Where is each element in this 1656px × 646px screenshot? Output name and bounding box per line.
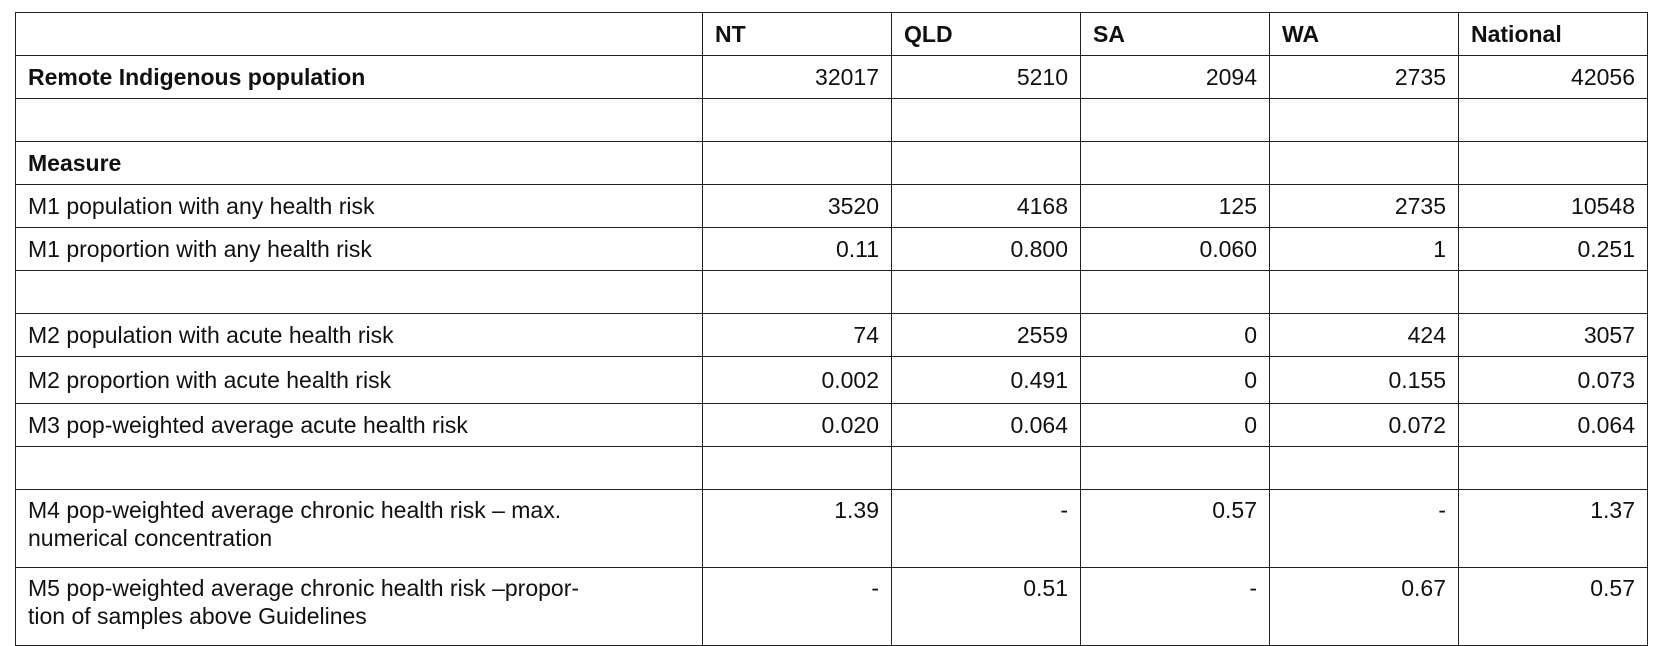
header-sa: SA <box>1080 12 1270 56</box>
table-row: Remote Indigenous population 32017 5210 … <box>15 55 1648 99</box>
cell-sa: 0 <box>1080 403 1270 447</box>
cell-wa: 2735 <box>1269 184 1459 228</box>
cell-sa: 2094 <box>1080 55 1270 99</box>
header-blank-cell <box>15 12 703 56</box>
cell-sa: 0.57 <box>1080 489 1270 568</box>
cell-nt: 3520 <box>702 184 892 228</box>
cell-wa <box>1269 446 1459 490</box>
cell-wa: 424 <box>1269 313 1459 357</box>
cell-national <box>1458 446 1648 490</box>
row-label-line: numerical concentration <box>28 525 273 551</box>
cell-sa: 125 <box>1080 184 1270 228</box>
cell-qld <box>891 270 1081 314</box>
header-wa: WA <box>1269 12 1459 56</box>
header-qld: QLD <box>891 12 1081 56</box>
table-row <box>15 270 1648 314</box>
table-row: M1 population with any health risk 3520 … <box>15 184 1648 228</box>
table-row: M1 proportion with any health risk 0.11 … <box>15 227 1648 271</box>
row-label: M3 pop-weighted average acute health ris… <box>15 403 703 447</box>
cell-sa: 0 <box>1080 313 1270 357</box>
cell-nt: 74 <box>702 313 892 357</box>
cell-wa: 1 <box>1269 227 1459 271</box>
cell-national: 3057 <box>1458 313 1648 357</box>
cell-national <box>1458 141 1648 185</box>
cell-nt <box>702 270 892 314</box>
cell-sa: 0.060 <box>1080 227 1270 271</box>
cell-wa: 0.67 <box>1269 567 1459 646</box>
health-risk-table: NT QLD SA WA National Remote Indigenous … <box>15 12 1648 646</box>
cell-wa: 2735 <box>1269 55 1459 99</box>
cell-qld: 2559 <box>891 313 1081 357</box>
cell-national: 0.073 <box>1458 356 1648 404</box>
cell-qld: 0.800 <box>891 227 1081 271</box>
cell-nt: 0.11 <box>702 227 892 271</box>
cell-qld: 0.491 <box>891 356 1081 404</box>
row-label: M5 pop-weighted average chronic health r… <box>15 567 703 646</box>
cell-qld <box>891 98 1081 142</box>
cell-wa <box>1269 98 1459 142</box>
row-label: Measure <box>15 141 703 185</box>
cell-nt: 32017 <box>702 55 892 99</box>
cell-national: 0.064 <box>1458 403 1648 447</box>
table-row <box>15 98 1648 142</box>
cell-nt <box>702 98 892 142</box>
header-row: NT QLD SA WA National <box>15 12 1648 56</box>
cell-wa <box>1269 141 1459 185</box>
cell-national: 0.57 <box>1458 567 1648 646</box>
cell-qld: 0.064 <box>891 403 1081 447</box>
row-label <box>15 98 703 142</box>
cell-qld: 0.51 <box>891 567 1081 646</box>
row-label <box>15 446 703 490</box>
row-label <box>15 270 703 314</box>
row-label: M1 proportion with any health risk <box>15 227 703 271</box>
cell-nt: 1.39 <box>702 489 892 568</box>
cell-nt <box>702 446 892 490</box>
cell-sa: 0 <box>1080 356 1270 404</box>
cell-nt: 0.002 <box>702 356 892 404</box>
row-label: Remote Indigenous population <box>15 55 703 99</box>
row-label: M2 population with acute health risk <box>15 313 703 357</box>
table-row: M2 population with acute health risk 74 … <box>15 313 1648 357</box>
row-label-line: M4 pop-weighted average chronic health r… <box>28 497 562 523</box>
cell-national: 1.37 <box>1458 489 1648 568</box>
cell-national: 42056 <box>1458 55 1648 99</box>
cell-national: 0.251 <box>1458 227 1648 271</box>
row-label-line: tion of samples above Guidelines <box>28 603 367 629</box>
cell-national <box>1458 270 1648 314</box>
table-row: M5 pop-weighted average chronic health r… <box>15 567 1648 646</box>
table-row: M2 proportion with acute health risk 0.0… <box>15 356 1648 404</box>
cell-wa: 0.072 <box>1269 403 1459 447</box>
row-label: M2 proportion with acute health risk <box>15 356 703 404</box>
cell-national: 10548 <box>1458 184 1648 228</box>
cell-nt: 0.020 <box>702 403 892 447</box>
cell-wa <box>1269 270 1459 314</box>
cell-nt <box>702 141 892 185</box>
cell-sa <box>1080 98 1270 142</box>
cell-sa <box>1080 141 1270 185</box>
cell-sa: - <box>1080 567 1270 646</box>
cell-qld <box>891 446 1081 490</box>
table-row: Measure <box>15 141 1648 185</box>
table-row: M4 pop-weighted average chronic health r… <box>15 489 1648 568</box>
cell-qld: - <box>891 489 1081 568</box>
cell-qld <box>891 141 1081 185</box>
cell-wa: - <box>1269 489 1459 568</box>
header-national: National <box>1458 12 1648 56</box>
cell-sa <box>1080 270 1270 314</box>
cell-qld: 4168 <box>891 184 1081 228</box>
cell-wa: 0.155 <box>1269 356 1459 404</box>
cell-qld: 5210 <box>891 55 1081 99</box>
cell-national <box>1458 98 1648 142</box>
cell-nt: - <box>702 567 892 646</box>
row-label: M4 pop-weighted average chronic health r… <box>15 489 703 568</box>
table-row <box>15 446 1648 490</box>
table-row: M3 pop-weighted average acute health ris… <box>15 403 1648 447</box>
row-label: M1 population with any health risk <box>15 184 703 228</box>
row-label-line: M5 pop-weighted average chronic health r… <box>28 575 580 601</box>
header-nt: NT <box>702 12 892 56</box>
cell-sa <box>1080 446 1270 490</box>
